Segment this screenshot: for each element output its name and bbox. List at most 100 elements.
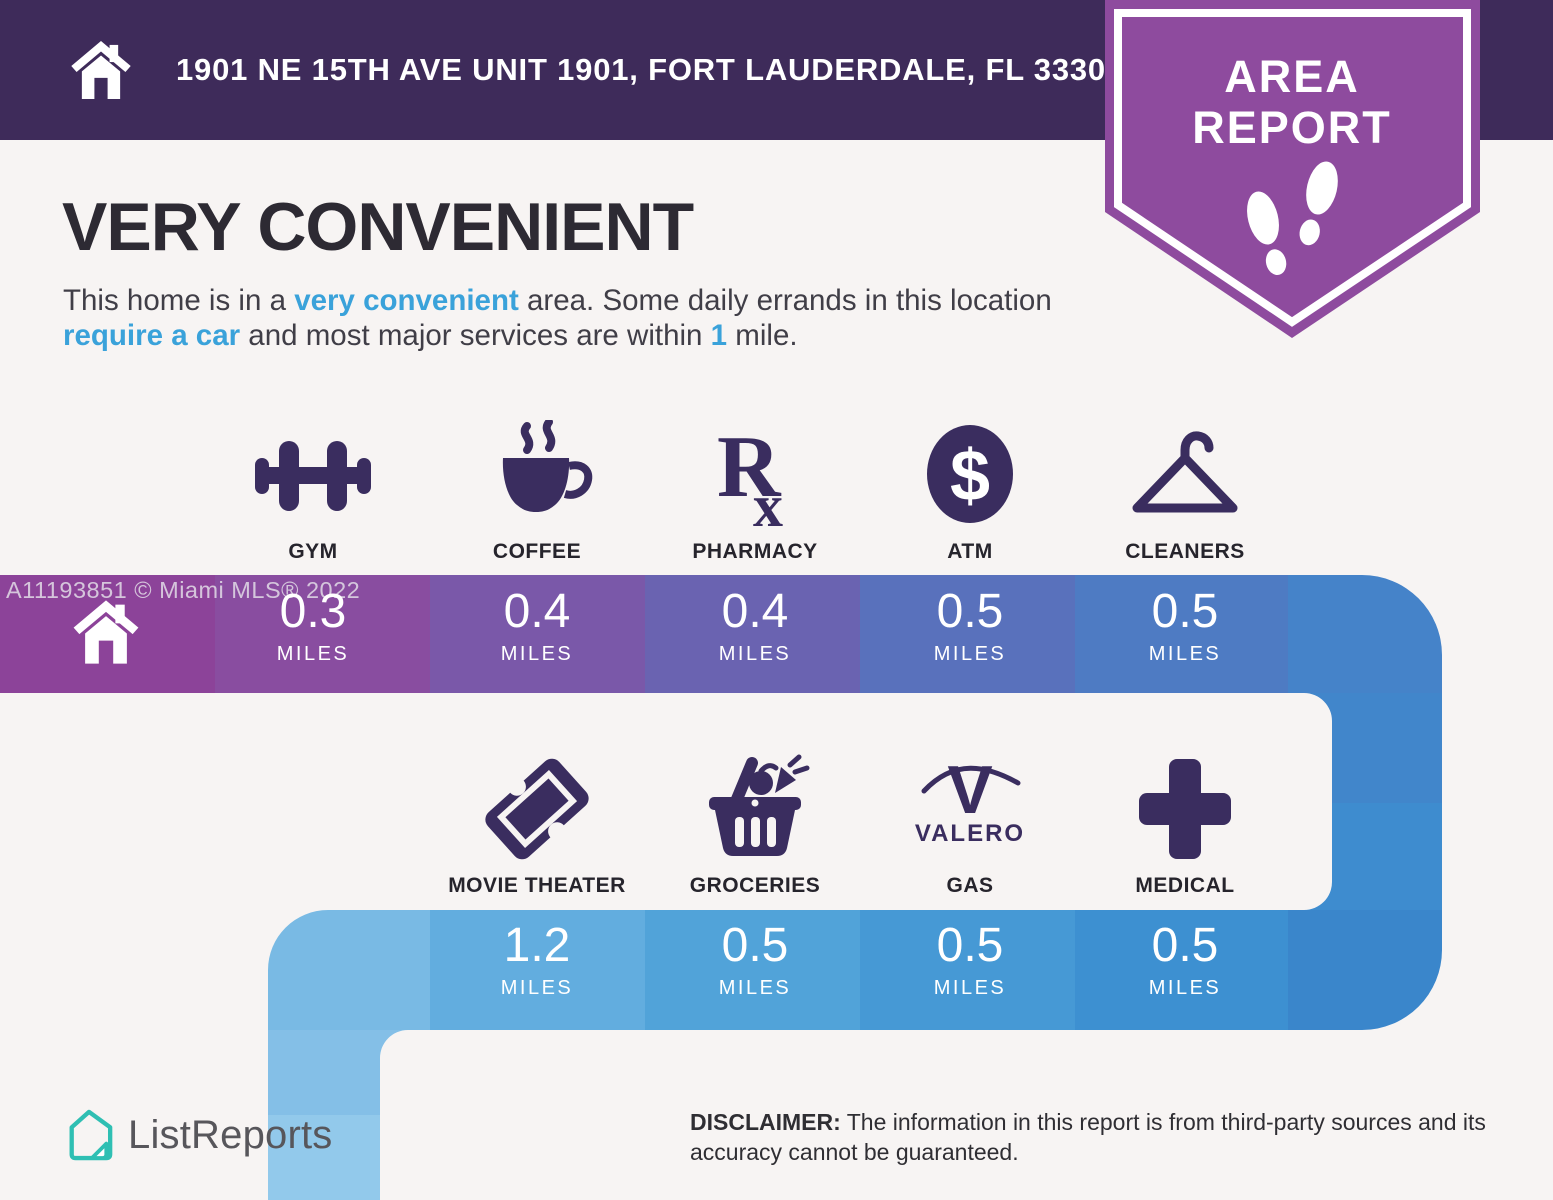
- disclaimer: DISCLAIMER: The information in this repo…: [690, 1108, 1490, 1168]
- svg-text:$: $: [950, 436, 990, 516]
- intro-paragraph: This home is in a very convenient area. …: [63, 284, 1083, 353]
- badge-shape: [1105, 0, 1480, 338]
- atm-dollar-icon: $: [910, 416, 1030, 532]
- amenity-label: PHARMACY: [692, 540, 818, 563]
- property-address: 1901 NE 15TH AVE UNIT 1901, FORT LAUDERD…: [176, 52, 1124, 87]
- amenity-atm: $ ATM: [852, 416, 1088, 564]
- amenity-label: ATM: [947, 540, 993, 563]
- distance-unit: MILES: [933, 977, 1007, 999]
- intro-highlight: require a car: [63, 318, 241, 352]
- distance-unit: MILES: [718, 977, 792, 999]
- pharmacy-rx-icon: R x: [695, 416, 815, 532]
- distance-value: 0.4: [503, 585, 571, 638]
- amenity-label: COFFEE: [492, 540, 582, 563]
- area-report-badge: AREA REPORT: [1105, 0, 1480, 338]
- snake-segment: [1288, 910, 1442, 1030]
- snake-connector: [1288, 693, 1442, 803]
- mls-watermark: A11193851 © Miami MLS® 2022: [6, 577, 361, 603]
- snake-segment: [430, 910, 645, 1030]
- badge-line2: REPORT: [1192, 102, 1392, 153]
- distance-gym: 0.3 MILES: [213, 588, 413, 666]
- amenity-label: CLEANERS: [1125, 540, 1245, 563]
- amenity-movie-theater: MOVIE THEATER: [419, 750, 655, 898]
- listreports-logo: ListReports: [64, 1108, 333, 1162]
- intro-text: area. Some daily errands in this locatio…: [518, 284, 1052, 317]
- grocery-basket-icon: [695, 750, 815, 866]
- snake-segment: [1288, 575, 1442, 693]
- snake-segment: [215, 575, 430, 693]
- snake-connector: [1288, 803, 1442, 910]
- valero-brand-text: VALERO: [915, 820, 1025, 847]
- distance-pharmacy: 0.4 MILES: [655, 588, 855, 666]
- distance-value: 0.5: [1151, 919, 1219, 972]
- distance-value: 0.5: [721, 919, 789, 972]
- svg-text:V: V: [947, 752, 992, 828]
- hanger-icon: [1123, 416, 1247, 532]
- distance-snake-graphic: [0, 575, 1442, 1200]
- amenity-label: MOVIE THEATER: [448, 874, 626, 897]
- badge-inner-border: [1114, 9, 1471, 327]
- amenity-label: MEDICAL: [1135, 874, 1235, 897]
- distance-value: 0.5: [936, 919, 1004, 972]
- amenity-gas: V VALERO GAS: [852, 750, 1088, 898]
- amenity-gym: GYM: [195, 416, 431, 564]
- distance-unit: MILES: [276, 643, 350, 665]
- intro-text: mile.: [727, 318, 798, 352]
- home-icon: [73, 600, 139, 664]
- svg-text:R: R: [717, 420, 782, 516]
- home-icon: [71, 40, 131, 100]
- intro-text: This home is in a: [63, 284, 295, 317]
- distance-unit: MILES: [933, 643, 1007, 665]
- footprints-icon: [1247, 161, 1338, 275]
- snake-segment: [230, 910, 430, 1030]
- snake-segment: [860, 910, 1075, 1030]
- amenity-groceries: GROCERIES: [637, 750, 873, 898]
- distance-unit: MILES: [500, 977, 574, 999]
- distance-gas: 0.5 MILES: [870, 922, 1070, 1000]
- gym-icon: [250, 416, 376, 532]
- svg-text:x: x: [753, 473, 783, 532]
- distance-unit: MILES: [1148, 977, 1222, 999]
- amenity-label: GROCERIES: [689, 874, 821, 897]
- amenity-label: GAS: [946, 874, 994, 897]
- amenity-medical: MEDICAL: [1067, 750, 1303, 898]
- distance-value: 1.2: [503, 919, 571, 972]
- amenity-coffee: COFFEE: [419, 416, 655, 564]
- snake-tail: [230, 1030, 420, 1115]
- distance-medical: 0.5 MILES: [1085, 922, 1285, 1000]
- amenity-pharmacy: R x PHARMACY: [637, 416, 873, 564]
- snake-segment: [645, 910, 860, 1030]
- distance-groceries: 0.5 MILES: [655, 922, 855, 1000]
- distance-cleaners: 0.5 MILES: [1085, 588, 1285, 666]
- distance-unit: MILES: [1148, 643, 1222, 665]
- ticket-icon: [477, 750, 597, 866]
- amenity-label: GYM: [288, 540, 338, 563]
- medical-cross-icon: [1125, 750, 1245, 866]
- valero-gas-logo: V VALERO: [910, 750, 1030, 866]
- listreports-house-icon: [69, 1109, 113, 1161]
- brand-name: ListReports: [128, 1112, 333, 1157]
- distance-unit: MILES: [718, 643, 792, 665]
- distance-value: 0.5: [1151, 585, 1219, 638]
- distance-unit: MILES: [500, 643, 574, 665]
- badge-line1: AREA: [1224, 51, 1360, 102]
- page-title: VERY CONVENIENT: [62, 189, 694, 265]
- snake-segment: [1075, 910, 1288, 1030]
- snake-segment: [430, 575, 645, 693]
- disclaimer-label: DISCLAIMER:: [690, 1109, 841, 1135]
- amenity-cleaners: CLEANERS: [1067, 416, 1303, 564]
- intro-highlight: very convenient: [294, 284, 519, 317]
- intro-highlight: 1: [710, 318, 728, 352]
- snake-segment: [645, 575, 860, 693]
- coffee-icon: [477, 416, 597, 532]
- distance-atm: 0.5 MILES: [870, 588, 1070, 666]
- distance-movie-theater: 1.2 MILES: [437, 922, 637, 1000]
- distance-value: 0.4: [721, 585, 789, 638]
- intro-text: and most major services are within: [240, 318, 711, 352]
- snake-segment: [860, 575, 1075, 693]
- distance-value: 0.5: [936, 585, 1004, 638]
- distance-coffee: 0.4 MILES: [437, 588, 637, 666]
- snake-segment: [1075, 575, 1288, 693]
- disclaimer-text: The information in this report is from t…: [690, 1109, 1486, 1165]
- distance-value: 0.3: [279, 585, 347, 638]
